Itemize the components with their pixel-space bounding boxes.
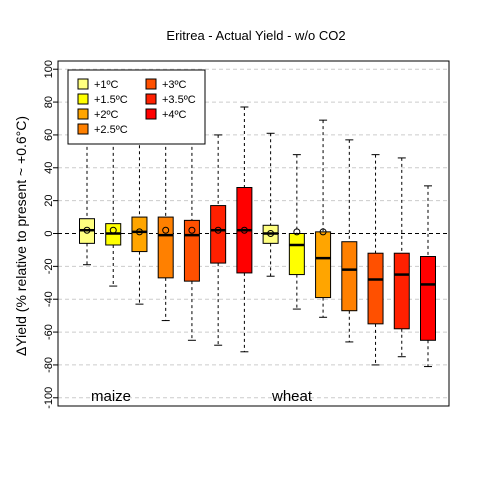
y-tick-label: -60 [43,324,55,340]
y-tick-label: -20 [43,258,55,274]
box-iqr [421,257,436,341]
legend-label: +2ºC [94,109,119,121]
group-labels: maize wheat [91,388,313,405]
y-tick-label: 0 [43,230,55,236]
legend-label: +3ºC [162,79,187,91]
chart-title: Eritrea - Actual Yield - w/o CO2 [166,28,345,43]
group-label-maize: maize [91,388,131,405]
box-maize-4 [184,135,199,340]
box-iqr [184,220,199,281]
box-wheat-8 [289,155,304,309]
y-tick-label: -100 [43,387,55,409]
legend-swatch [78,109,88,119]
box-maize-2 [132,133,147,304]
box-maize-6 [237,107,252,352]
box-iqr [158,217,173,278]
box-plots [80,107,436,367]
y-tick-label: -80 [43,357,55,373]
y-tick-label: -40 [43,291,55,307]
y-tick-label: 20 [43,195,55,207]
box-iqr [342,242,357,311]
legend-swatch [146,94,156,104]
box-wheat-11 [368,155,383,365]
legend-label: +1ºC [94,79,119,91]
legend-swatch [78,94,88,104]
box-wheat-13 [421,186,436,367]
box-iqr [132,217,147,252]
legend-label: +3.5ºC [162,94,196,106]
box-wheat-12 [394,158,409,357]
legend-label: +2.5ºC [94,124,128,136]
box-maize-0 [80,135,95,265]
box-wheat-7 [263,133,278,276]
group-label-wheat: wheat [271,388,313,405]
box-wheat-10 [342,140,357,342]
box-maize-1 [106,135,121,286]
y-tick-label: 80 [43,96,55,108]
y-axis: -100 -80 -60 -40 -20 0 20 40 60 80 100 [43,60,58,409]
box-iqr [394,253,409,329]
box-maize-3 [158,135,173,321]
legend-label: +1.5ºC [94,94,128,106]
legend-swatch [146,79,156,89]
box-iqr [316,232,331,298]
legend-swatch [146,109,156,119]
legend-swatch [78,124,88,134]
y-tick-label: 60 [43,129,55,141]
box-iqr [368,253,383,324]
legend-label: +4ºC [162,109,187,121]
y-tick-label: 100 [43,60,55,78]
y-tick-label: 40 [43,162,55,174]
box-iqr [289,234,304,275]
legend: +1ºC +1.5ºC +2ºC +2.5ºC +3ºC +3.5ºC +4ºC [68,70,205,144]
y-axis-label: ΔYield (% relative to present ~ +0.6°C) [13,116,29,356]
box-maize-5 [211,135,226,345]
legend-swatch [78,79,88,89]
box-wheat-9 [316,120,331,317]
box-iqr [211,206,226,263]
